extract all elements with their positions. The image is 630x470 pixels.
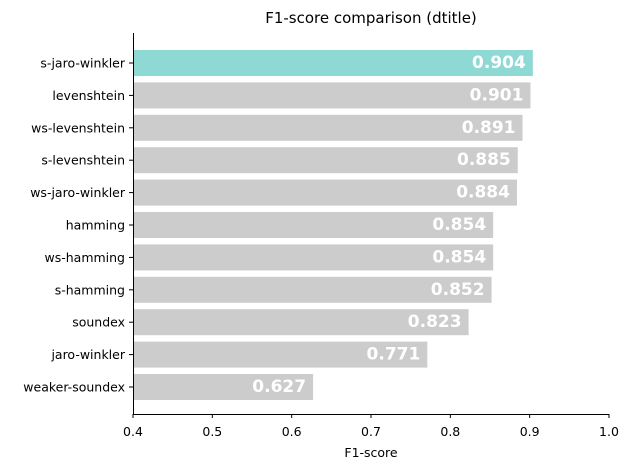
- category-label-s-hamming: s-hamming: [55, 282, 125, 297]
- bar-levenshtein: [133, 82, 531, 109]
- category-label-ws-hamming: ws-hamming: [44, 250, 125, 265]
- x-tick-label-0.6: 0.6: [282, 424, 302, 439]
- x-tick-label-0.8: 0.8: [440, 424, 460, 439]
- bar-s-levenshtein: [133, 147, 518, 174]
- x-tick-label-0.4: 0.4: [123, 424, 143, 439]
- bar-weaker-soundex: [133, 374, 314, 400]
- category-label-weaker-soundex: weaker-soundex: [23, 380, 125, 395]
- category-label-ws-jaro-winkler: ws-jaro-winkler: [30, 185, 126, 200]
- category-labels: s-jaro-winkler levenshtein ws-levenshtein s…: [23, 56, 133, 395]
- x-tick-label-0.7: 0.7: [361, 424, 381, 439]
- category-label-levenshtein: levenshtein: [52, 88, 125, 103]
- category-label-ws-levenshtein: ws-levenshtein: [31, 120, 125, 135]
- value-labels: 0.904 0.901 0.891 0.885 0.884 0.854 0.854 0.852…: [252, 53, 526, 397]
- category-label-hamming: hamming: [66, 218, 125, 233]
- value-label-levenshtein: 0.901: [470, 85, 524, 105]
- value-label-s-hamming: 0.852: [431, 280, 485, 300]
- value-label-s-levenshtein: 0.885: [457, 150, 511, 170]
- bar-s-hamming: [133, 276, 492, 303]
- value-label-hamming: 0.854: [432, 215, 486, 235]
- value-label-soundex: 0.823: [408, 312, 462, 332]
- category-label-s-levenshtein: s-levenshtein: [41, 153, 125, 168]
- chart-title: F1-score comparison (dtitle): [265, 9, 477, 27]
- value-label-jaro-winkler: 0.771: [367, 345, 421, 365]
- x-axis-ticks: 0.4 0.5 0.6 0.7 0.8 0.9 1.0: [123, 414, 619, 439]
- bar-ws-jaro-winkler: [133, 179, 517, 206]
- bars-group: [133, 50, 533, 400]
- bar-jaro-winkler: [133, 341, 428, 368]
- value-label-ws-levenshtein: 0.891: [462, 118, 516, 138]
- x-tick-label-0.9: 0.9: [520, 424, 540, 439]
- bar-s-jaro-winkler: [133, 50, 533, 76]
- category-label-soundex: soundex: [72, 315, 125, 330]
- value-label-s-jaro-winkler: 0.904: [472, 53, 526, 73]
- x-tick-label-0.5: 0.5: [202, 424, 222, 439]
- value-label-weaker-soundex: 0.627: [252, 377, 306, 397]
- bar-ws-hamming: [133, 244, 494, 271]
- value-label-ws-jaro-winkler: 0.884: [456, 183, 510, 203]
- x-tick-label-1.0: 1.0: [599, 424, 619, 439]
- bar-ws-levenshtein: [133, 114, 523, 141]
- bar-hamming: [133, 212, 494, 238]
- bar-soundex: [133, 309, 469, 336]
- x-axis-label: F1-score: [344, 445, 398, 460]
- value-label-ws-hamming: 0.854: [432, 247, 486, 267]
- category-label-jaro-winkler: jaro-winkler: [50, 347, 125, 362]
- category-label-s-jaro-winkler: s-jaro-winkler: [40, 56, 125, 71]
